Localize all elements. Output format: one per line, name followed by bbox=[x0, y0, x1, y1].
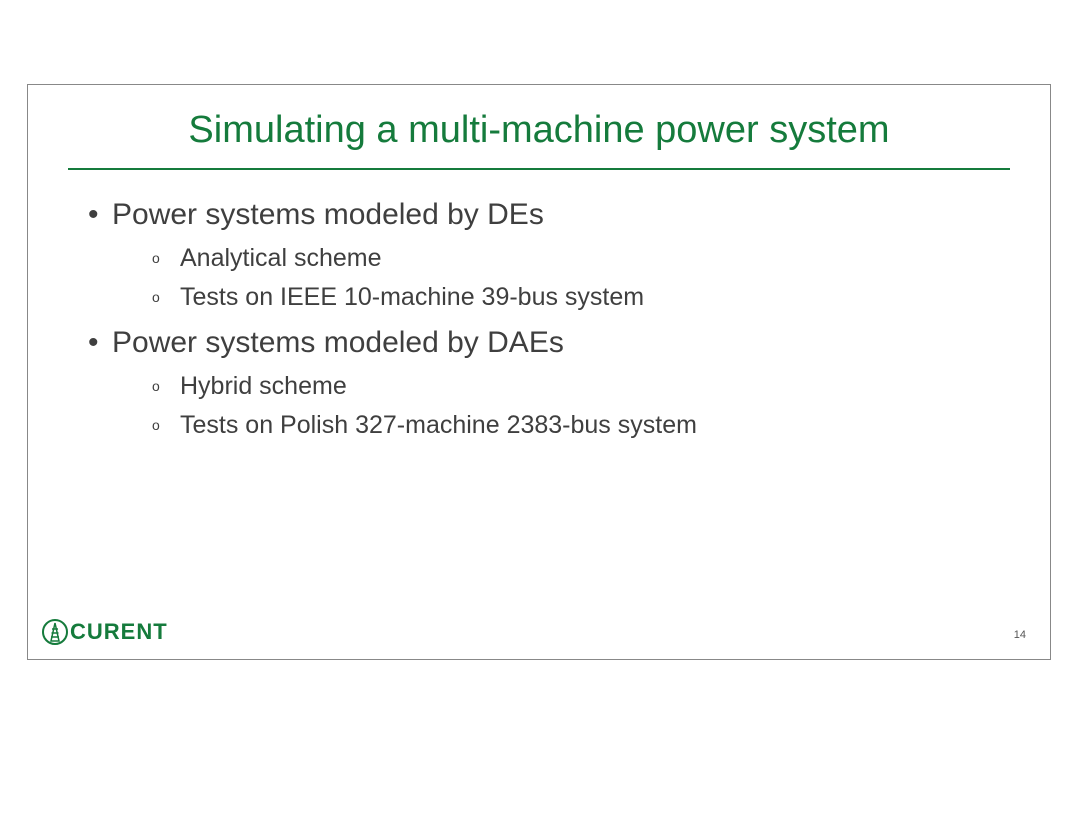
logo: CURENT bbox=[42, 619, 168, 645]
list-item: Tests on Polish 327-machine 2383-bus sys… bbox=[152, 411, 990, 440]
list-item: Hybrid scheme bbox=[152, 372, 990, 401]
logo-text: CURENT bbox=[70, 619, 168, 645]
slide-content: Power systems modeled by DEs Analytical … bbox=[28, 170, 1050, 440]
list-item: Power systems modeled by DEs bbox=[88, 198, 990, 232]
tower-icon bbox=[42, 619, 68, 645]
list-item: Power systems modeled by DAEs bbox=[88, 326, 990, 360]
page-number: 14 bbox=[1014, 629, 1026, 641]
slide-title: Simulating a multi-machine power system bbox=[28, 85, 1050, 168]
bullet-list: Power systems modeled by DEs Analytical … bbox=[88, 198, 990, 440]
list-item: Tests on IEEE 10-machine 39-bus system bbox=[152, 283, 990, 312]
slide-frame: Simulating a multi-machine power system … bbox=[27, 84, 1051, 660]
list-item: Analytical scheme bbox=[152, 244, 990, 273]
